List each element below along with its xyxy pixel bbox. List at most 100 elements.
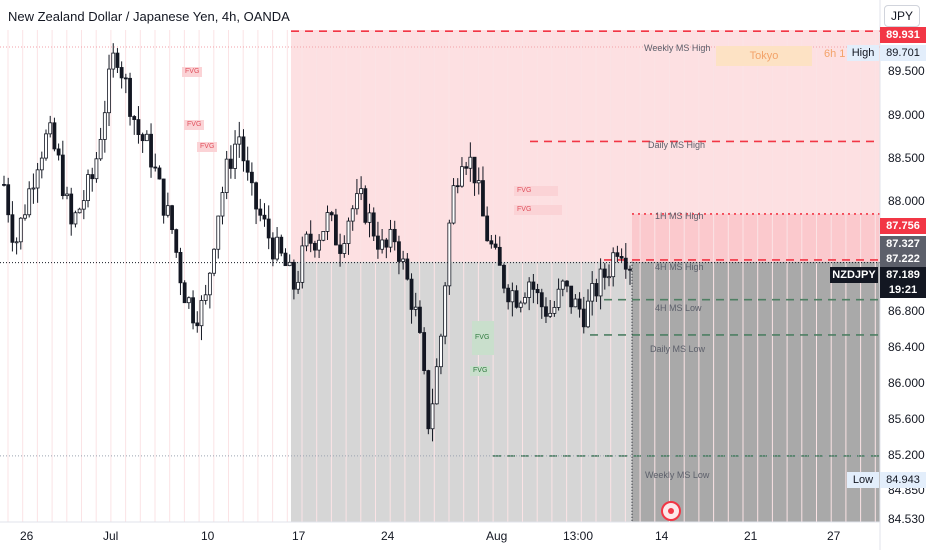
candle-body (174, 229, 179, 253)
candle-body (195, 322, 200, 327)
candle-body (380, 239, 385, 250)
candle-body (98, 138, 103, 160)
candle-body (409, 278, 414, 310)
candle-body (237, 136, 242, 145)
candle-body (531, 281, 536, 290)
candle-body (304, 233, 309, 247)
candle-body (291, 261, 296, 290)
price-tick: 84.530 (888, 512, 925, 526)
fvg-marker-bullish: FVG (470, 366, 491, 376)
weekly-ms-low-label: Weekly MS Low (645, 470, 710, 480)
h4-ms-high-label: 4H MS High (655, 262, 704, 272)
weekly-high-price-tag: 89.931 (880, 27, 926, 43)
daily-ms-low-label: Daily MS Low (650, 344, 706, 354)
candle-body (23, 214, 27, 219)
candle-body (615, 252, 620, 257)
candle-body (325, 212, 330, 232)
candle-body (186, 297, 191, 304)
time-tick: 27 (827, 529, 841, 543)
candle-body (60, 154, 65, 197)
candle-body (245, 160, 250, 173)
candle-body (338, 244, 343, 254)
candle-body (279, 236, 284, 254)
time-tick: 24 (381, 529, 395, 543)
candle-body (451, 185, 456, 224)
candle-body (182, 282, 187, 304)
price-tick: 89.000 (888, 108, 925, 122)
candle-body (144, 133, 149, 142)
candle-body (422, 332, 427, 371)
session-label: Tokyo (716, 46, 812, 66)
candle-body (241, 136, 246, 162)
candle-body (86, 174, 90, 202)
candle-body (539, 292, 544, 308)
candle-body (367, 212, 372, 223)
candle-body (472, 156, 477, 184)
candle-body (48, 122, 53, 135)
candle-body (128, 77, 132, 117)
candle-body (376, 235, 380, 250)
time-tick: 21 (744, 529, 758, 543)
currency-button[interactable]: JPY (884, 5, 920, 27)
replay-target-icon[interactable] (661, 501, 681, 521)
candle-body (447, 222, 452, 287)
candle-body (405, 258, 410, 280)
chart-title: New Zealand Dollar / Japanese Yen, 4h, O… (8, 9, 290, 24)
candle-body (523, 297, 527, 304)
candle-body (170, 205, 174, 231)
candle-body (443, 285, 448, 337)
high-price-tag: 89.701 (880, 45, 926, 61)
candle-body (397, 241, 401, 262)
candle-body (300, 245, 305, 283)
candle-body (430, 403, 435, 430)
candle-body (249, 171, 254, 184)
candle-body (607, 276, 611, 279)
candle-body (178, 251, 183, 284)
candle-body (275, 236, 279, 260)
candle-body (312, 242, 317, 251)
candle-body (203, 294, 208, 301)
candle-body (258, 208, 263, 216)
fvg-marker: FVG (514, 205, 562, 215)
low-label-tag: Low (847, 472, 879, 488)
candle-body (52, 122, 57, 150)
candle-body (73, 212, 78, 225)
candle-body (123, 77, 128, 80)
h1-zone (632, 213, 880, 262)
candle-body (489, 240, 494, 245)
time-tick: 26 (20, 529, 34, 543)
candle-body (111, 52, 116, 70)
candle-body (565, 280, 569, 287)
candle-body (476, 180, 481, 184)
candle-body (560, 280, 565, 290)
candle-body (6, 184, 11, 216)
price-tick: 86.400 (888, 340, 925, 354)
candle-body (602, 268, 607, 278)
candle-body (590, 283, 595, 302)
time-tick: 10 (201, 529, 215, 543)
candle-body (556, 288, 561, 308)
candle-body (623, 257, 628, 270)
candle-body (157, 167, 162, 180)
candle-body (35, 169, 40, 189)
candle-body (384, 239, 389, 248)
candle-body (266, 218, 271, 239)
price-tick: 85.200 (888, 448, 925, 462)
candle-body (506, 287, 511, 303)
current-price-tag: 87.189 (880, 267, 926, 283)
candle-body (493, 243, 498, 248)
candle-body (10, 214, 15, 243)
candle-body (485, 215, 490, 242)
candle-body (199, 300, 204, 327)
candle-body (27, 188, 32, 216)
h1-high-price-tag: 87.756 (880, 218, 926, 234)
weekly-ms-high-label: Weekly MS High (644, 43, 711, 53)
candle-body (283, 252, 288, 267)
symbol-tag: NZDJPY (830, 267, 878, 283)
upper-price-tag: 87.222 (880, 251, 926, 267)
price-tick: 86.800 (888, 304, 925, 318)
candle-body (439, 335, 443, 368)
candle-body (115, 52, 120, 68)
candle-body (460, 166, 464, 187)
